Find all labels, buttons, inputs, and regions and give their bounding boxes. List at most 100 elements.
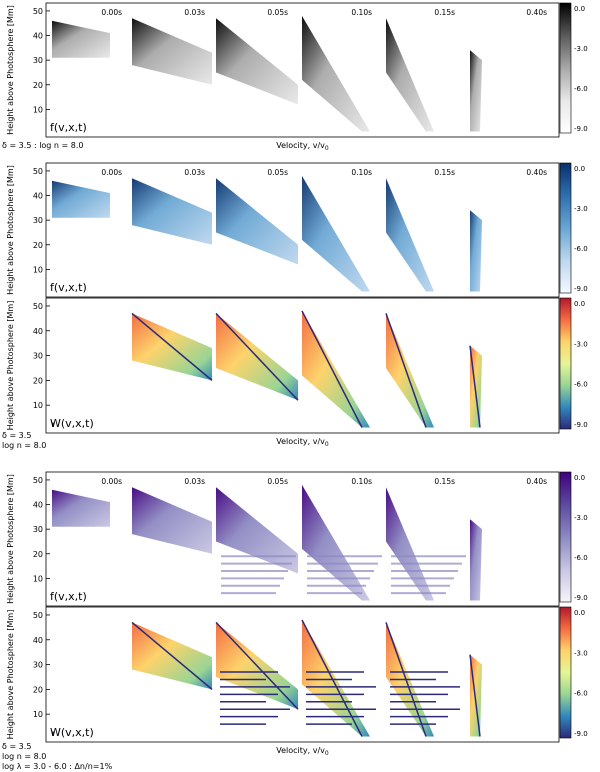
snapshot-5 (470, 519, 482, 601)
snapshot-3 (302, 619, 370, 737)
y-tick-label: 30 (33, 525, 43, 534)
snapshot-2 (216, 178, 298, 265)
colorbar-tick: -9.0 (574, 730, 588, 738)
panel-p5: 10 20 30 40 50 Height above Photosphere [Mm] W… (6, 606, 588, 757)
time-label: 0.10s (351, 477, 372, 486)
snapshot-3 (302, 175, 370, 292)
snapshot-1 (132, 18, 212, 85)
y-tick-label: 40 (33, 32, 43, 41)
time-label: 0.40s (526, 477, 547, 486)
y-tick-label: 20 (33, 550, 43, 559)
colorbar (559, 606, 572, 739)
time-label: 0.03s (184, 477, 205, 486)
snapshot-1 (132, 487, 212, 554)
annotation-bot-3: log λ = 3.0 - 6.0 : Δn/n=1% (2, 762, 113, 771)
colorbar-tick: -9.0 (574, 285, 588, 293)
snapshot-3 (302, 484, 370, 601)
colorbar-tick: -6.0 (574, 690, 588, 698)
snapshot-edge (131, 312, 213, 381)
y-axis-label: Height above Photosphere [Mm] (6, 301, 15, 431)
snapshot-edge (215, 621, 299, 710)
y-tick-label: 50 (33, 302, 43, 311)
y-tick-label: 10 (33, 265, 43, 274)
colorbar-tick: -6.0 (574, 245, 588, 253)
colorbar-tick: -3.0 (574, 514, 588, 522)
panel-label: W(v,x,t) (50, 726, 94, 739)
annotation-mid-2: log n = 8.0 (2, 441, 46, 450)
colorbar-tick: 0.0 (574, 474, 585, 482)
time-label: 0.00s (101, 168, 122, 177)
colorbar-tick: -3.0 (574, 649, 588, 657)
snapshot-edge (469, 654, 481, 737)
colorbar-tick: -3.0 (574, 45, 588, 53)
annotation-bot-2: log n = 8.0 (2, 752, 46, 761)
snapshot-3 (302, 310, 370, 428)
x-axis-label: Velocity, v/v0 (276, 437, 329, 448)
y-tick-label: 20 (33, 81, 43, 90)
snapshot-0 (52, 422, 54, 427)
time-label: 0.15s (434, 8, 455, 17)
snapshot-3 (302, 15, 370, 132)
snapshot-edge (385, 313, 427, 428)
y-axis-label: Height above Photosphere [Mm] (6, 610, 15, 740)
y-tick-label: 10 (33, 401, 43, 410)
y-tick-label: 10 (33, 105, 43, 114)
panel-p3: 10 20 30 40 50 Height above Photosphere [Mm] W… (6, 297, 588, 448)
snapshot-1 (132, 178, 212, 245)
annotations: δ = 3.5 : log n = 8.0 δ = 3.5 log n = 8.… (2, 141, 113, 771)
colorbar-tick: -3.0 (574, 205, 588, 213)
panel-p4: 10 20 30 40 50 Height above Photosphere [Mm] 0… (6, 471, 588, 607)
y-tick-label: 40 (33, 636, 43, 645)
panel-label: f(v,x,t) (50, 590, 87, 603)
snapshot-edge (301, 310, 363, 428)
y-tick-label: 40 (33, 501, 43, 510)
colorbar (559, 297, 572, 430)
y-axis-label: Height above Photosphere [Mm] (6, 5, 15, 135)
y-tick-label: 10 (33, 710, 43, 719)
y-tick-label: 50 (33, 611, 43, 620)
snapshot-0 (52, 180, 110, 218)
x-axis-label: Velocity, v/v0 (276, 141, 329, 152)
snapshot-0 (52, 489, 110, 527)
annotation-top: δ = 3.5 : log n = 8.0 (2, 141, 84, 150)
colorbar-tick: 0.0 (574, 165, 585, 173)
panel-p2: 10 20 30 40 50 Height above Photosphere [Mm] 0… (6, 162, 588, 298)
time-label: 0.05s (267, 477, 288, 486)
y-tick-label: 30 (33, 661, 43, 670)
snapshot-edge (131, 621, 213, 690)
panel-label: f(v,x,t) (50, 281, 87, 294)
y-tick-label: 30 (33, 352, 43, 361)
time-label: 0.00s (101, 477, 122, 486)
y-tick-label: 50 (33, 7, 43, 16)
y-tick-label: 20 (33, 376, 43, 385)
snapshot-4 (386, 18, 434, 132)
y-tick-label: 40 (33, 327, 43, 336)
colorbar-tick: -6.0 (574, 85, 588, 93)
snapshot-5 (470, 210, 482, 292)
snapshot-edge (215, 312, 299, 401)
y-tick-label: 10 (33, 574, 43, 583)
snapshot-4 (386, 178, 434, 292)
snapshot-0 (52, 731, 54, 736)
colorbar (559, 162, 572, 294)
y-tick-label: 40 (33, 192, 43, 201)
time-label: 0.05s (267, 168, 288, 177)
y-tick-label: 30 (33, 216, 43, 225)
time-label: 0.40s (526, 168, 547, 177)
time-label: 0.15s (434, 477, 455, 486)
colorbar (559, 471, 572, 603)
time-label: 0.03s (184, 8, 205, 17)
snapshot-4 (386, 487, 434, 601)
annotation-bot-1: δ = 3.5 (2, 742, 31, 751)
colorbar-tick: 0.0 (574, 609, 585, 617)
time-label: 0.10s (351, 168, 372, 177)
snapshot-2 (216, 18, 298, 105)
snapshot-4 (386, 313, 434, 428)
y-tick-label: 30 (33, 56, 43, 65)
colorbar-tick: -6.0 (574, 554, 588, 562)
snapshot-2 (216, 487, 298, 574)
panel-label: W(v,x,t) (50, 417, 94, 430)
time-label: 0.10s (351, 8, 372, 17)
x-axis-label: Velocity, v/v0 (276, 746, 329, 757)
